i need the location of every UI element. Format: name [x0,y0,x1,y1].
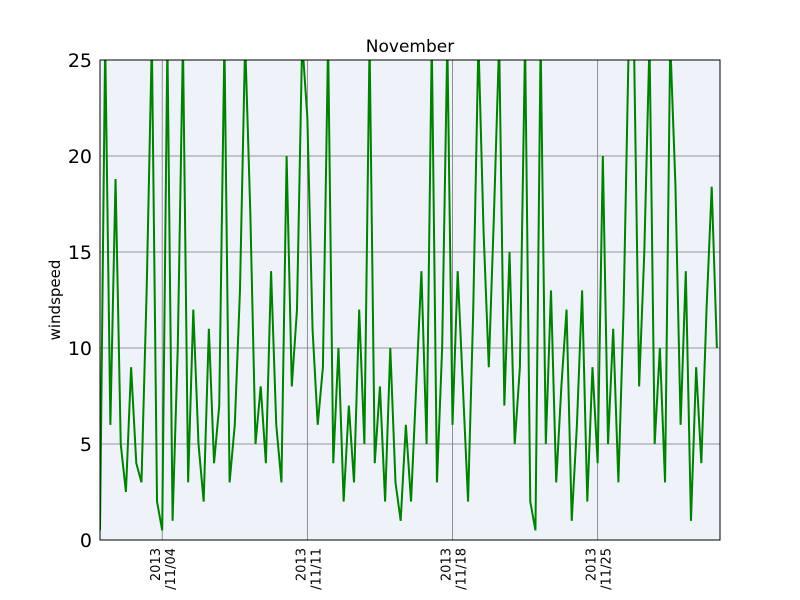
data-line [100,60,718,531]
y-tick-label: 25 [68,50,92,72]
x-tick-label: 2013/11/25 [585,548,615,590]
y-tick-label: 5 [80,434,92,456]
y-tick-label: 10 [68,338,92,360]
x-tick-label: 2013/11/04 [149,548,179,590]
chart-title: November [366,37,454,57]
y-tick-label: 0 [80,530,92,552]
y-axis-label: windspeed [46,260,64,341]
plot-frame [99,59,721,541]
x-tick-label: 2013/11/18 [440,548,470,590]
y-tick-label: 20 [68,146,92,168]
x-tick-label: 2013/11/11 [294,548,324,590]
y-tick-label: 15 [68,242,92,264]
